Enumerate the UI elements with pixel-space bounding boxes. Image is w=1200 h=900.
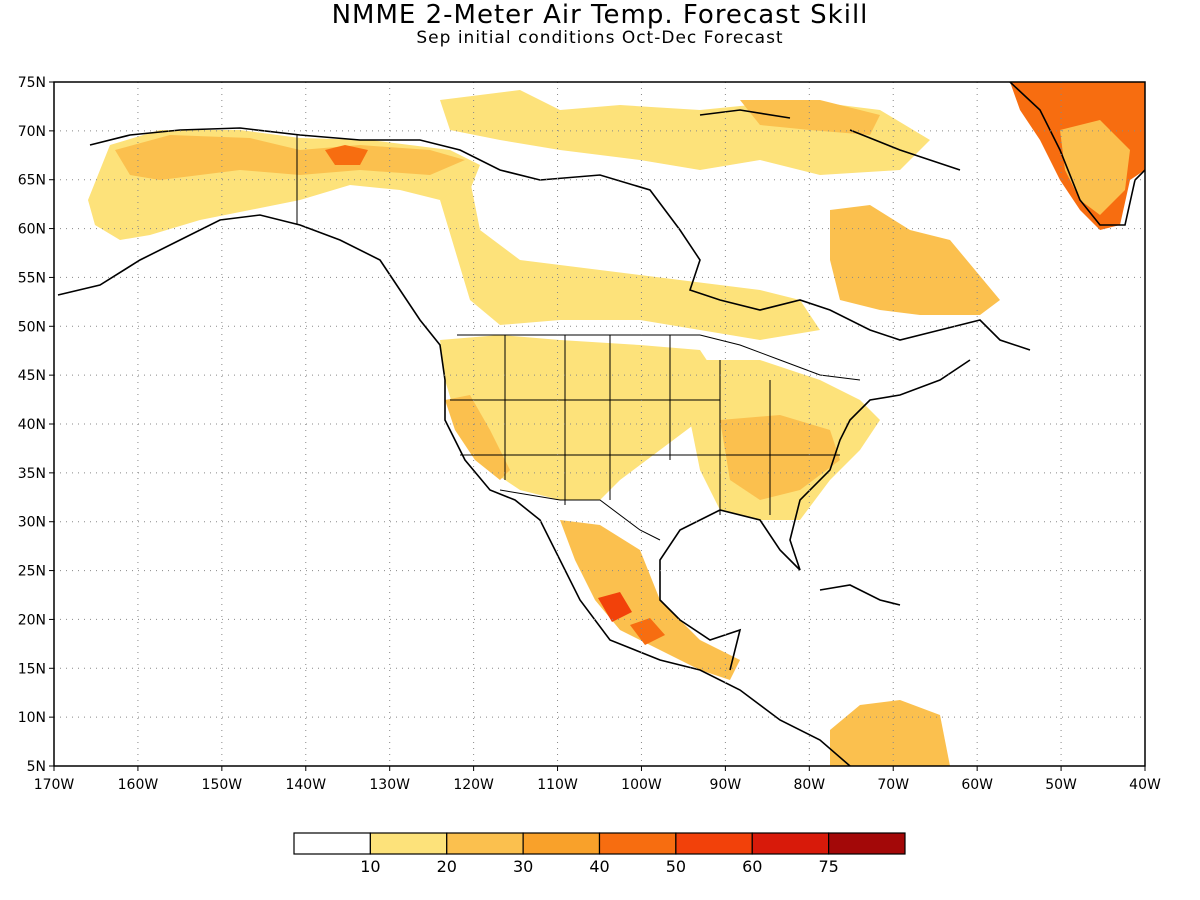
colorbar-label: 75 (818, 857, 838, 876)
lon-label: 90W (710, 777, 742, 793)
lon-label: 50W (1045, 777, 1077, 793)
lon-label: 170W (34, 777, 75, 793)
lon-label: 130W (369, 777, 410, 793)
borders (296, 135, 861, 541)
colorbar-swatch (828, 832, 906, 855)
lon-label: 100W (621, 777, 662, 793)
lat-label: 45N (18, 368, 46, 384)
colorbar-label: 20 (437, 857, 457, 876)
skill-region-labrador (830, 205, 1000, 315)
skill-region-south-america (830, 700, 950, 766)
skill-region-west-us (440, 335, 720, 500)
skill-region-alaska-inner (115, 135, 465, 180)
colorbar-label: 30 (513, 857, 533, 876)
lat-label: 50N (18, 319, 46, 335)
skill-region-mexico-core-2 (630, 618, 665, 645)
lat-label: 30N (18, 515, 46, 531)
lon-label: 120W (453, 777, 494, 793)
colorbar-label: 40 (589, 857, 609, 876)
lat-label: 75N (18, 75, 46, 91)
colorbar-swatch (293, 832, 371, 855)
lat-label: 60N (18, 222, 46, 238)
skill-region-arctic-inner (740, 100, 880, 135)
lon-label: 70W (877, 777, 909, 793)
lon-label: 40W (1129, 777, 1161, 793)
coastlines (57, 82, 1145, 766)
lat-label: 55N (18, 270, 46, 286)
colorbar-label: 50 (666, 857, 686, 876)
colorbar-swatch (751, 832, 830, 855)
skill-region-mexico-core (598, 592, 632, 622)
colorbar-swatch (598, 832, 677, 855)
map-subtitle: Sep initial conditions Oct-Dec Forecast (416, 28, 784, 48)
lat-label: 35N (18, 466, 46, 482)
skill-region-greenland-inner (1060, 120, 1130, 215)
grid-lines (54, 82, 1145, 766)
colorbar-label: 10 (360, 857, 380, 876)
colorbar-swatch (446, 832, 524, 855)
lat-label: 5N (27, 759, 46, 775)
map-field (54, 82, 1145, 766)
lon-label: 160W (118, 777, 159, 793)
lat-label: 20N (18, 612, 46, 628)
lon-label: 60W (961, 777, 993, 793)
colorbar-swatch (675, 832, 753, 855)
lat-label: 40N (18, 417, 46, 433)
lat-label: 65N (18, 173, 46, 189)
lon-label: 80W (793, 777, 825, 793)
skill-region-canada (440, 180, 820, 340)
lat-label: 25N (18, 564, 46, 580)
colorbar-swatch (522, 832, 601, 855)
lat-label: 15N (18, 661, 46, 677)
lon-label: 150W (202, 777, 243, 793)
skill-region-california (445, 395, 510, 480)
map-title: NMME 2-Meter Air Temp. Forecast Skill (331, 0, 869, 30)
lon-label: 140W (285, 777, 326, 793)
skill-region-yukon-core (325, 145, 368, 165)
skill-region-mexico (560, 520, 740, 680)
colorbar-label: 60 (742, 857, 762, 876)
lat-label: 10N (18, 710, 46, 726)
axis-ticks: 75N 70N 65N 60N 55N 50N 45N 40N 35N 30N 25N 20N 15N 1… (18, 75, 1161, 793)
skill-region-east-us-inner (720, 415, 840, 500)
colorbar-swatch (369, 832, 448, 855)
colorbar: 10 20 30 40 50 60 75 (293, 832, 906, 876)
lon-label: 110W (537, 777, 578, 793)
lat-label: 70N (18, 124, 46, 140)
